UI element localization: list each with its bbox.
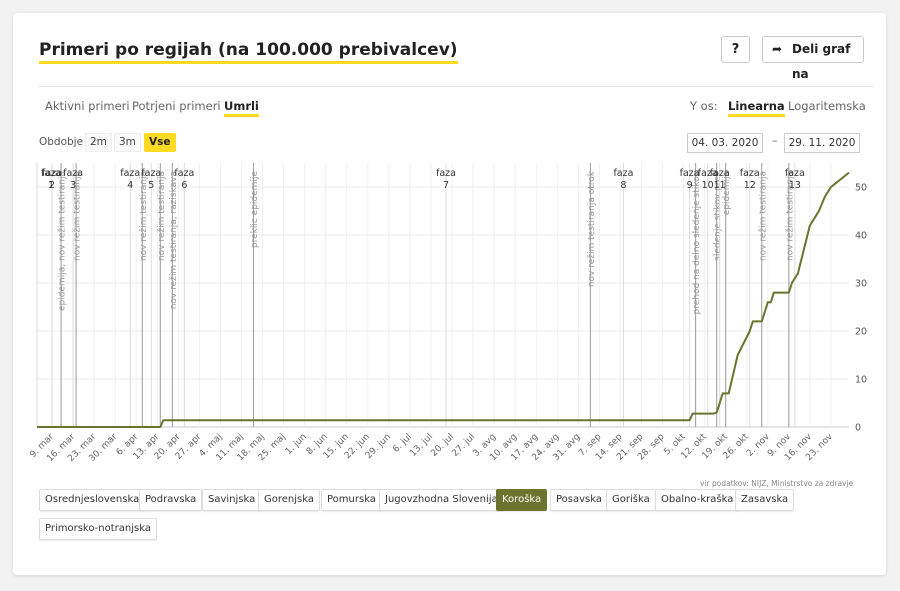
tab-umrli[interactable]: Umrli [224, 99, 259, 117]
period-all-button[interactable]: Vse [144, 133, 176, 152]
event-marker-label: sledenje stikov prek [713, 170, 723, 261]
event-marker-label: preklic epidemije [250, 171, 260, 249]
event-marker-label: nov režim testiranja otrok [587, 170, 597, 287]
event-marker-label: epidemija [722, 171, 732, 215]
phase-label: faza [680, 168, 700, 179]
event-marker-label: prehod na delno sledenje stikov [692, 170, 702, 314]
y-tick-label: 0 [855, 423, 861, 434]
region-button-gorenjska[interactable]: Gorenjska [258, 489, 320, 511]
y-tick-label: 40 [855, 231, 867, 242]
phase-label: faza [613, 168, 633, 179]
tab-potrjeni-primeri[interactable]: Potrjeni primeri [132, 99, 221, 113]
phase-label: faza [63, 168, 83, 179]
event-marker-label: nov režim testiranja [139, 171, 149, 261]
phase-label: faza [141, 168, 161, 179]
y-tick-label: 20 [855, 327, 867, 338]
y-tick-label: 10 [855, 375, 867, 386]
page-title: Primeri po regijah (na 100.000 prebivalc… [39, 40, 458, 64]
phase-number: 2 [49, 180, 55, 191]
phase-label: faza [174, 168, 194, 179]
period-label: Obdobje [39, 136, 84, 148]
date-separator: – [772, 134, 778, 147]
phase-number: 8 [620, 180, 626, 191]
chart-card: Primeri po regijah (na 100.000 prebivalc… [13, 13, 886, 575]
region-button-obalno-kraska[interactable]: Obalno-kraška [655, 489, 740, 511]
region-button-goriska[interactable]: Goriška [606, 489, 656, 511]
region-button-zasavska[interactable]: Zasavska [735, 489, 795, 511]
region-button-primorsko-notranjska[interactable]: Primorsko-notranjska [39, 518, 157, 540]
event-marker-label: nov režim testiranja, raziskava [169, 171, 179, 309]
phase-label: faza [41, 168, 61, 179]
y-axis-linear-option[interactable]: Linearna [728, 99, 785, 117]
event-marker-label: epidemija, nov režim testiranja [58, 171, 68, 311]
x-tick-label: 1. jun [284, 432, 309, 457]
region-button-jugovzhodna-slovenija[interactable]: Jugovzhodna Slovenija [379, 489, 504, 511]
share-button-label: Deli graf na [792, 42, 851, 81]
phase-number: 4 [127, 180, 133, 191]
phase-label: faza [436, 168, 456, 179]
share-icon: ➦ [772, 42, 783, 56]
phase-number: 7 [443, 180, 449, 191]
phase-label: faza [698, 168, 718, 179]
event-marker-label: nov režim testiranja [73, 171, 83, 261]
phase-number: 13 [789, 180, 801, 191]
period-2m-button[interactable]: 2m [85, 133, 112, 152]
phase-number: 1 [48, 180, 54, 191]
phase-number: 5 [148, 180, 154, 191]
event-marker-label: nov režim testiranja [785, 171, 795, 261]
phase-number: 3 [70, 180, 76, 191]
period-3m-button[interactable]: 3m [114, 133, 141, 152]
y-tick-label: 30 [855, 279, 867, 290]
region-button-savinjska[interactable]: Savinjska [202, 489, 262, 511]
tab-aktivni-primeri[interactable]: Aktivni primeri [45, 99, 130, 113]
phase-label: faza [740, 168, 760, 179]
region-button-osrednjeslovenska[interactable]: Osrednjeslovenska [39, 489, 146, 511]
region-button-koroska[interactable]: Koroška [496, 489, 548, 511]
phase-number: 11 [714, 180, 726, 191]
phase-label: faza [120, 168, 140, 179]
event-marker-label: nov režim testiranja [157, 171, 167, 261]
series-line-koroska [37, 171, 850, 428]
y-axis-toggle-label: Y os: [690, 99, 718, 113]
phase-number: 6 [181, 180, 187, 191]
region-button-posavska[interactable]: Posavska [550, 489, 609, 511]
date-to-field[interactable]: 29. 11. 2020 [784, 133, 860, 153]
share-button[interactable]: ➦ Deli graf na [762, 36, 864, 81]
y-tick-label: 50 [855, 183, 867, 194]
region-button-podravska[interactable]: Podravska [139, 489, 203, 511]
help-button[interactable]: ? [721, 36, 750, 63]
phase-number: 12 [744, 180, 756, 191]
date-from-field[interactable]: 04. 03. 2020 [687, 133, 763, 153]
phase-label: faza [710, 168, 730, 179]
phase-label: faza [42, 168, 62, 179]
source-note: vir podatkov: NIJZ, Ministrstvo za zdrav… [700, 479, 854, 488]
phase-number: 10 [702, 180, 714, 191]
header-divider [38, 86, 874, 87]
event-marker-label: nov režim testiranja [758, 171, 768, 261]
region-button-pomurska[interactable]: Pomurska [321, 489, 382, 511]
y-axis-log-option[interactable]: Logaritemska [788, 99, 866, 113]
phase-label: faza [785, 168, 805, 179]
phase-number: 9 [687, 180, 693, 191]
